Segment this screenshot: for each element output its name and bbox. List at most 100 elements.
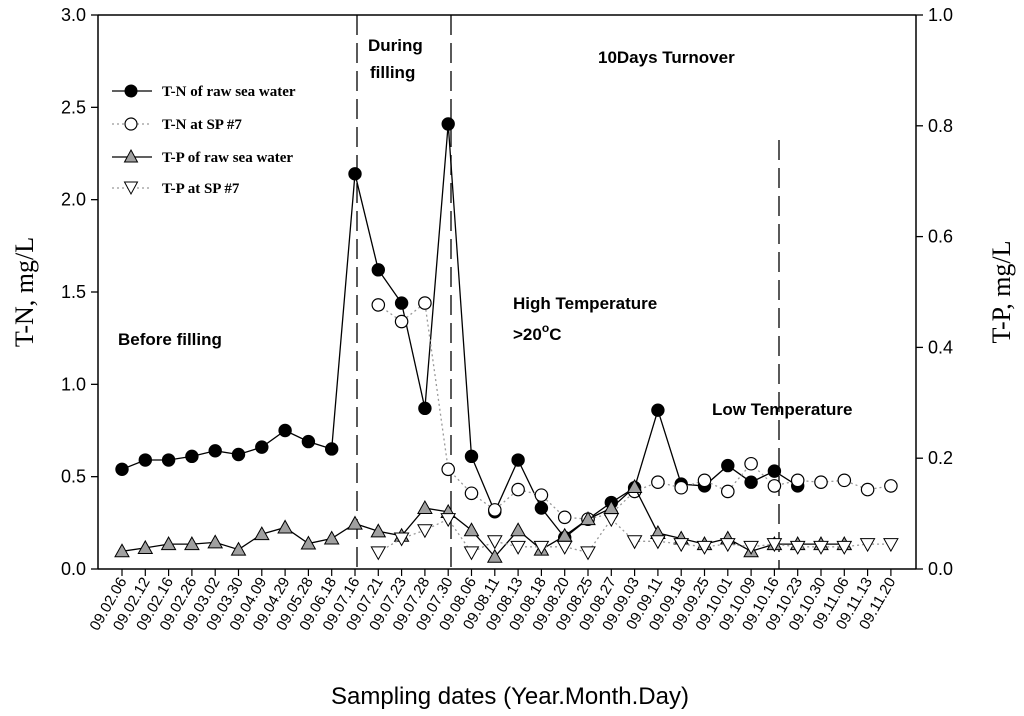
data-point — [510, 540, 526, 555]
legend-marker-tp-sp7 — [123, 181, 139, 196]
data-point — [580, 511, 596, 526]
data-point — [418, 401, 432, 416]
data-point — [300, 535, 317, 550]
data-point — [719, 538, 736, 553]
left-tick-label: 0.0 — [61, 559, 86, 579]
data-point — [441, 462, 455, 477]
data-point — [323, 530, 340, 545]
data-point — [255, 440, 269, 454]
data-point — [441, 117, 455, 131]
legend-label-tp-raw: T-P of raw sea water — [162, 150, 293, 166]
data-point — [626, 478, 643, 494]
data-point — [674, 480, 688, 495]
left-tick-label: 3.0 — [61, 5, 86, 25]
data-point — [790, 473, 805, 488]
annotation-low-temp: Low Temperature — [712, 400, 852, 419]
data-point — [534, 488, 549, 502]
left-tick-label: 1.0 — [61, 374, 86, 394]
annotation-before-filling: Before filling — [118, 330, 222, 349]
data-point — [277, 519, 293, 534]
left-tick-label: 1.5 — [61, 282, 86, 302]
data-point — [744, 475, 758, 489]
data-point — [511, 453, 525, 467]
data-point — [393, 532, 410, 547]
y-axis-right-title: T-P, mg/L — [987, 240, 1016, 343]
x-axis-title: Sampling dates (Year.Month.Day) — [331, 683, 689, 710]
series-2 — [114, 478, 853, 563]
legend: T-N of raw sea water T-N at SP #7 T-P of… — [112, 84, 296, 197]
annotation-high-temp-line2: >20oC — [513, 321, 561, 344]
data-point — [767, 479, 782, 493]
legend-label-tp-sp7: T-P at SP #7 — [162, 181, 240, 197]
y-axis-left-title: T-N, mg/L — [10, 237, 39, 347]
data-point — [743, 540, 759, 555]
left-tick-label: 2.5 — [61, 97, 86, 117]
series-3 — [370, 513, 899, 561]
annotation-high-temp-line1: High Temperature — [513, 294, 657, 313]
data-point — [301, 434, 316, 449]
data-point — [463, 546, 480, 561]
left-tick-label: 2.0 — [61, 190, 86, 210]
data-point — [230, 541, 247, 556]
data-point — [394, 296, 409, 310]
data-point — [883, 538, 899, 553]
data-point — [651, 403, 665, 417]
high-temp-suffix: C — [549, 325, 561, 344]
legend-marker-tn-raw — [124, 84, 138, 98]
data-point — [487, 503, 502, 517]
data-point — [603, 513, 620, 528]
data-point — [837, 473, 852, 488]
right-axis-ticks: 0.0 0.2 0.4 0.6 0.8 1.0 — [916, 5, 953, 579]
data-point — [418, 296, 432, 310]
data-point — [744, 456, 758, 471]
data-point — [417, 524, 433, 539]
annotation-turnover: 10Days Turnover — [598, 48, 735, 67]
data-point — [160, 536, 177, 551]
data-point — [580, 546, 596, 561]
data-point — [859, 538, 876, 553]
legend-label-tn-sp7: T-N at SP #7 — [162, 117, 242, 133]
data-point — [464, 486, 479, 501]
series-layer — [114, 117, 899, 563]
data-point — [370, 523, 387, 538]
data-point — [440, 513, 457, 528]
data-point — [486, 548, 503, 563]
data-point — [371, 263, 385, 277]
data-point — [114, 543, 130, 558]
data-point — [486, 535, 503, 550]
annotation-during-filling-line1: During — [368, 36, 423, 55]
right-tick-label: 0.8 — [928, 116, 953, 136]
legend-label-tn-raw: T-N of raw sea water — [162, 84, 296, 100]
data-point — [161, 453, 176, 467]
right-tick-label: 0.2 — [928, 448, 953, 468]
data-point — [556, 540, 573, 555]
data-point — [325, 442, 339, 456]
data-point — [347, 515, 363, 530]
data-point — [253, 526, 270, 541]
data-point — [697, 473, 712, 488]
data-point — [185, 449, 199, 464]
data-point — [557, 510, 572, 525]
high-temp-prefix: >20 — [513, 325, 542, 344]
data-point — [814, 475, 828, 490]
data-point — [208, 444, 222, 458]
data-point — [207, 534, 224, 549]
data-point — [138, 453, 153, 467]
annotation-during-filling-line2: filling — [370, 63, 415, 82]
right-tick-label: 0.4 — [928, 337, 953, 357]
x-axis-ticks: 09.02.0609.02.1209.02.1609.02.2609.03.02… — [87, 569, 899, 634]
left-axis-ticks: 0.0 0.5 1.0 1.5 2.0 2.5 3.0 — [61, 5, 98, 579]
right-tick-label: 0.0 — [928, 559, 953, 579]
data-point — [534, 501, 549, 515]
data-point — [137, 539, 154, 554]
data-point — [651, 475, 665, 490]
data-point — [696, 540, 713, 555]
right-tick-label: 1.0 — [928, 5, 953, 25]
data-point — [510, 522, 526, 537]
data-point — [231, 447, 246, 462]
data-point — [115, 462, 129, 476]
data-point — [720, 484, 735, 499]
high-temp-degree: o — [542, 321, 549, 335]
data-point — [767, 464, 782, 478]
data-point — [348, 167, 362, 181]
